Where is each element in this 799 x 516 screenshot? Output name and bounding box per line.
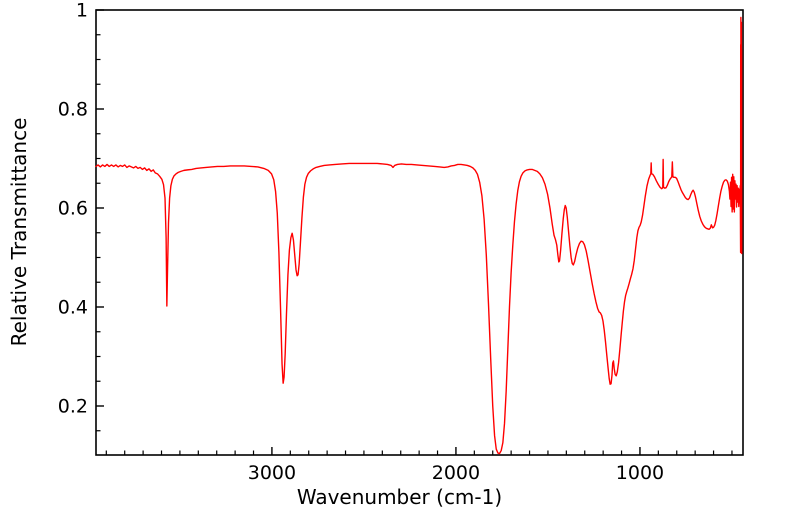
y-tick-label: 0.8 (58, 98, 88, 120)
plot-border (95, 9, 744, 456)
axis-ticks (96, 9, 733, 455)
x-tick-label: 3000 (248, 462, 296, 484)
y-tick-label: 0.4 (58, 296, 88, 318)
spectrum-line (95, 16, 743, 455)
y-tick-label: 0.6 (58, 197, 88, 219)
spectrum-curve (95, 16, 743, 455)
x-axis-title: Wavenumber (cm-1) (296, 485, 503, 509)
x-tick-label: 2000 (432, 462, 480, 484)
y-tick-label: 0.2 (58, 395, 88, 417)
y-axis-title: Relative Transmittance (7, 117, 31, 347)
axis-tick-labels: 3000 2000 1000 1 0.8 0.6 0.4 0.2 (58, 0, 664, 484)
y-tick-label: 1 (76, 0, 88, 22)
plot-frame (95, 9, 744, 456)
x-tick-label: 1000 (616, 462, 664, 484)
